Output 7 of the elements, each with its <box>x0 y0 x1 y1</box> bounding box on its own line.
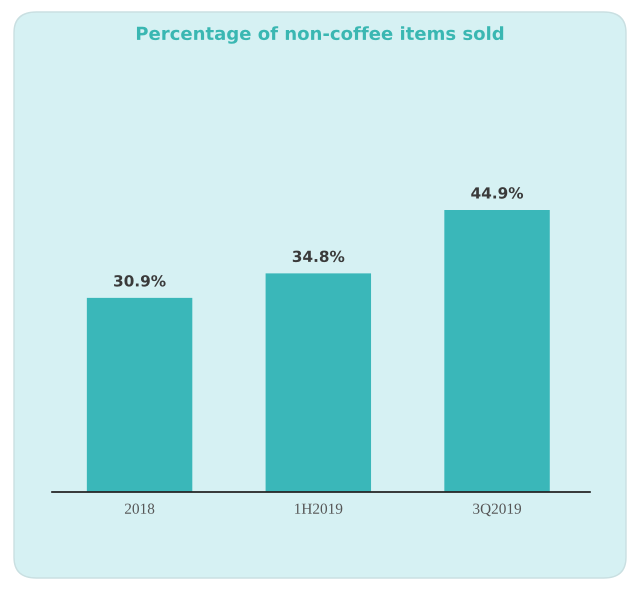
data-label: 30.9% <box>114 275 166 287</box>
x-tick-label: 3Q2019 <box>473 504 522 516</box>
x-tick-label: 2018 <box>124 504 154 514</box>
data-label: 34.8% <box>292 250 344 262</box>
data-label: 44.9% <box>471 187 524 199</box>
x-tick-label: 1H2019 <box>295 504 342 514</box>
chart-title: Percentage of non-coffee items sold <box>136 26 504 44</box>
